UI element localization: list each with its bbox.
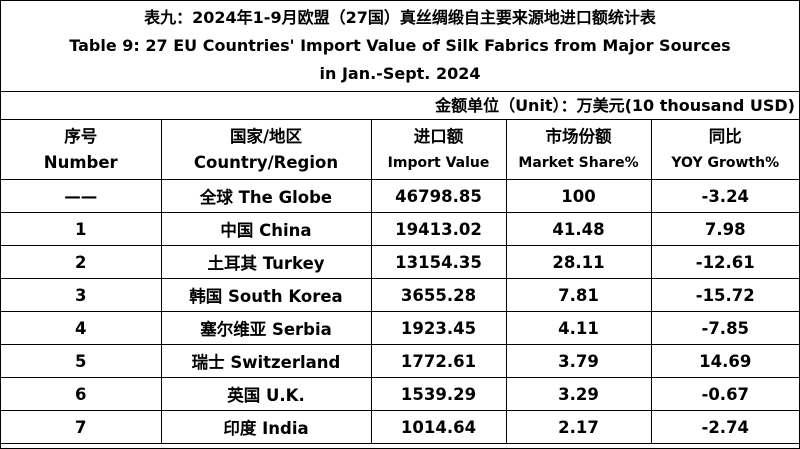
header-zh: 序号 [64, 126, 98, 146]
table-row: 2 土耳其 Turkey 13154.35 28.11 -12.61 [1, 245, 799, 279]
table-cell: 塞尔维亚 Serbia [160, 311, 372, 345]
table-cell: 13154.35 [370, 245, 507, 279]
table-cell: 14.69 [650, 344, 799, 378]
header-zh: 进口额 [413, 126, 464, 146]
table-cell: 1923.45 [370, 311, 507, 345]
header-en: YOY Growth% [671, 154, 780, 171]
table-cell: -15.72 [650, 278, 799, 312]
table-cell: 46798.85 [370, 179, 507, 213]
table-cell: 28.11 [505, 245, 652, 279]
table-cell: 印度 India [160, 410, 372, 444]
table-cell: 19413.02 [370, 212, 507, 246]
header-zh: 国家/地区 [229, 126, 303, 146]
table-cell: 英国 U.K. [160, 377, 372, 411]
table-cell: 土耳其 Turkey [160, 245, 372, 279]
table-row: 6 英国 U.K. 1539.29 3.29 -0.67 [1, 377, 799, 411]
table-cell: -12.61 [650, 245, 799, 279]
title-line: in Jan.-Sept. 2024 [319, 64, 481, 83]
table-cell: 3 [1, 278, 162, 312]
header-cell: 市场份额 Market Share% [505, 120, 652, 180]
table-cell: 韩国 South Korea [160, 278, 372, 312]
table-cell: 7 [1, 410, 162, 444]
table-cell: 3.29 [505, 377, 652, 411]
table-cell: 6 [1, 377, 162, 411]
header-en: Market Share% [518, 154, 639, 171]
table-cell: 1014.64 [370, 410, 507, 444]
title-line: 表九：2024年1-9月欧盟（27国）真丝绸缎自主要来源地进口额统计表 [144, 8, 656, 27]
table-cell: 1772.61 [370, 344, 507, 378]
table-row: 7 印度 India 1014.64 2.17 -2.74 [1, 410, 799, 444]
header-zh: 市场份额 [545, 126, 612, 146]
unit-label: 金额单位（Unit）：万美元(10 thousand USD) [1, 92, 799, 120]
title-line: Table 9: 27 EU Countries' Import Value o… [69, 36, 731, 55]
header-row: 序号 Number 国家/地区 Country/Region 进口额 Import Val… [1, 120, 799, 180]
title-block: 表九：2024年1-9月欧盟（27国）真丝绸缎自主要来源地进口额统计表 Table… [1, 1, 799, 92]
table-cell: 2.17 [505, 410, 652, 444]
table-cell: -7.85 [650, 311, 799, 345]
table-row: 1 中国 China 19413.02 41.48 7.98 [1, 212, 799, 246]
table-cell: -3.24 [650, 179, 799, 213]
header-en: Import Value [387, 154, 490, 171]
table-cell: 全球 The Globe [160, 179, 372, 213]
table-cell: 100 [505, 179, 652, 213]
header-en: Country/Region [193, 152, 339, 172]
table-cell: 1539.29 [370, 377, 507, 411]
table-cell: 41.48 [505, 212, 652, 246]
table-row: —— 全球 The Globe 46798.85 100 -3.24 [1, 179, 799, 213]
header-cell: 序号 Number [1, 120, 162, 180]
table-cell: -0.67 [650, 377, 799, 411]
table-cell: 4 [1, 311, 162, 345]
table-cell: 3.79 [505, 344, 652, 378]
table-cell: 7.81 [505, 278, 652, 312]
header-zh: 同比 [708, 126, 742, 146]
table-cell: 5 [1, 344, 162, 378]
table-cell: 中国 China [160, 212, 372, 246]
table-row: 3 韩国 South Korea 3655.28 7.81 -15.72 [1, 278, 799, 312]
header-cell: 进口额 Import Value [370, 120, 507, 180]
header-cell: 国家/地区 Country/Region [160, 120, 372, 180]
data-table: 序号 Number 国家/地区 Country/Region 进口额 Import Val… [1, 120, 799, 444]
table-row: 4 塞尔维亚 Serbia 1923.45 4.11 -7.85 [1, 311, 799, 345]
header-cell: 同比 YOY Growth% [650, 120, 799, 180]
table-cell: 3655.28 [370, 278, 507, 312]
table-cell: —— [1, 179, 162, 213]
table-cell: 7.98 [650, 212, 799, 246]
table-cell: 1 [1, 212, 162, 246]
table-row: 5 瑞士 Switzerland 1772.61 3.79 14.69 [1, 344, 799, 378]
table-cell: 瑞士 Switzerland [160, 344, 372, 378]
table-cell: 4.11 [505, 311, 652, 345]
header-en: Number [43, 152, 118, 172]
table-cell: 2 [1, 245, 162, 279]
table-cell: -2.74 [650, 410, 799, 444]
